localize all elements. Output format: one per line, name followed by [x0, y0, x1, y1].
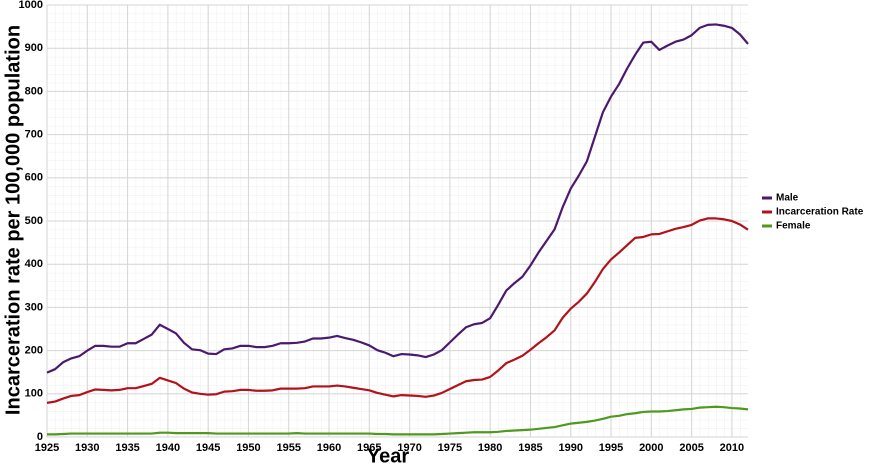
x-tick-label: 1930: [75, 442, 99, 454]
y-tick-label: 0: [37, 431, 43, 443]
y-tick-label: 1000: [19, 0, 43, 11]
x-tick-label: 1945: [196, 442, 220, 454]
series-line: [47, 405, 749, 436]
y-tick-label: 500: [25, 215, 43, 227]
series-line: [46, 217, 749, 404]
y-tick-label: 600: [25, 172, 43, 184]
x-tick-label: 2005: [679, 442, 703, 454]
series-line: [46, 23, 749, 374]
x-axis-label: Year: [367, 445, 409, 466]
x-tick-label: 1990: [558, 442, 582, 454]
y-axis-label: Incarceration rate per 100,000 populatio…: [2, 25, 24, 415]
x-tick-label: 2000: [639, 442, 663, 454]
x-tick-label: 1980: [478, 442, 502, 454]
x-tick-label: 1985: [518, 442, 542, 454]
x-tick-label: 1995: [599, 442, 623, 454]
x-tick-label: 1925: [35, 442, 59, 454]
x-tick-label: 1940: [156, 442, 180, 454]
y-tick-label: 900: [25, 42, 43, 54]
x-tick-label: 1960: [317, 442, 341, 454]
x-tick-label: 1975: [438, 442, 462, 454]
y-tick-label: 800: [25, 85, 43, 97]
y-tick-label: 400: [25, 258, 43, 270]
legend-label: Male: [776, 193, 799, 204]
legend-label: Female: [776, 221, 811, 232]
legend-label: Incarceration Rate: [776, 207, 864, 218]
y-tick-label: 700: [25, 129, 43, 141]
x-tick-label: 1965: [357, 442, 381, 454]
y-tick-label: 100: [25, 388, 43, 400]
x-tick-label: 2010: [720, 442, 744, 454]
x-tick-label: 1955: [276, 442, 300, 454]
y-tick-label: 200: [25, 345, 43, 357]
x-tick-label: 1935: [115, 442, 139, 454]
y-tick-label: 300: [25, 301, 43, 313]
x-tick-label: 1950: [236, 442, 260, 454]
x-tick-label: 1970: [397, 442, 421, 454]
